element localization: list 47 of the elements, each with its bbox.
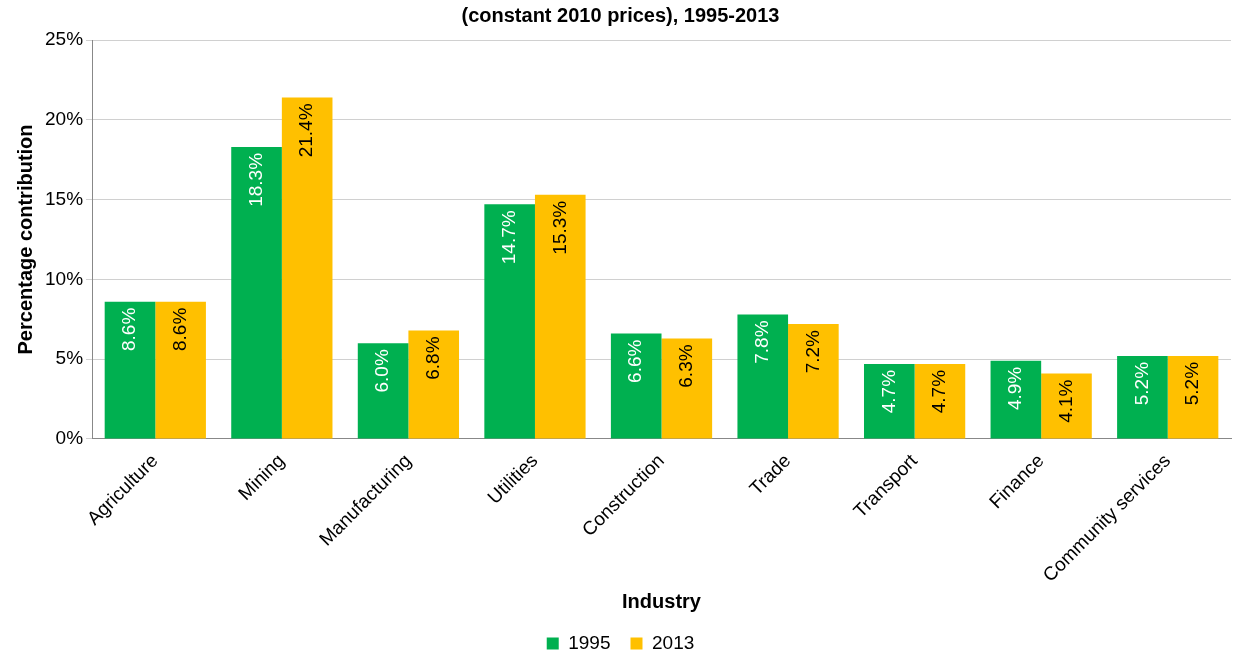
- data-label: 6.3%: [675, 344, 697, 388]
- data-label: 7.8%: [750, 320, 772, 364]
- y-tick-label: 0%: [55, 427, 84, 449]
- bar: [1117, 355, 1168, 439]
- data-label: 14.7%: [497, 210, 519, 265]
- bar: [1167, 355, 1219, 439]
- chart-title: (constant 2010 prices), 1995-2013: [461, 3, 780, 26]
- y-tick-label: 25%: [45, 28, 84, 50]
- bar: [357, 343, 409, 439]
- data-label: 4.7%: [928, 369, 950, 414]
- y-tick-label: 20%: [45, 108, 84, 130]
- y-tick-label: 15%: [45, 187, 84, 209]
- bar: [1041, 373, 1092, 439]
- bar: [534, 194, 586, 439]
- bar: [484, 204, 535, 439]
- bar: [914, 363, 966, 439]
- y-tick-label: 5%: [55, 347, 84, 369]
- data-label: 8.6%: [168, 307, 190, 352]
- bar: [104, 301, 156, 439]
- bar: [990, 360, 1042, 439]
- bar: [231, 146, 282, 439]
- bar: [788, 324, 839, 439]
- bar: [408, 330, 460, 439]
- data-label: 4.7%: [877, 369, 899, 414]
- data-label: 18.3%: [244, 152, 266, 207]
- data-label: 7.2%: [801, 329, 823, 374]
- legend-label: 1995: [568, 631, 611, 653]
- x-axis-title: Industry: [622, 589, 702, 612]
- data-label: 5.2%: [1130, 361, 1152, 406]
- bar: [610, 333, 662, 439]
- data-label: 6.8%: [421, 336, 443, 380]
- data-label: 6.6%: [624, 339, 646, 383]
- data-label: 21.4%: [295, 103, 317, 158]
- data-label: 4.1%: [1054, 379, 1076, 423]
- bar: [281, 97, 333, 439]
- bar: [864, 363, 915, 439]
- data-label: 6.0%: [371, 349, 393, 393]
- data-label: 4.9%: [1004, 366, 1026, 411]
- bar: [661, 338, 713, 439]
- legend-label: 2013: [652, 631, 695, 653]
- data-label: 5.2%: [1181, 361, 1203, 406]
- data-label: 15.3%: [548, 200, 570, 255]
- y-axis-title: Percentage contribution: [13, 124, 36, 355]
- data-label: 8.6%: [118, 307, 140, 352]
- y-tick-label: 10%: [45, 267, 84, 289]
- bar: [737, 314, 789, 439]
- bar: [155, 301, 206, 439]
